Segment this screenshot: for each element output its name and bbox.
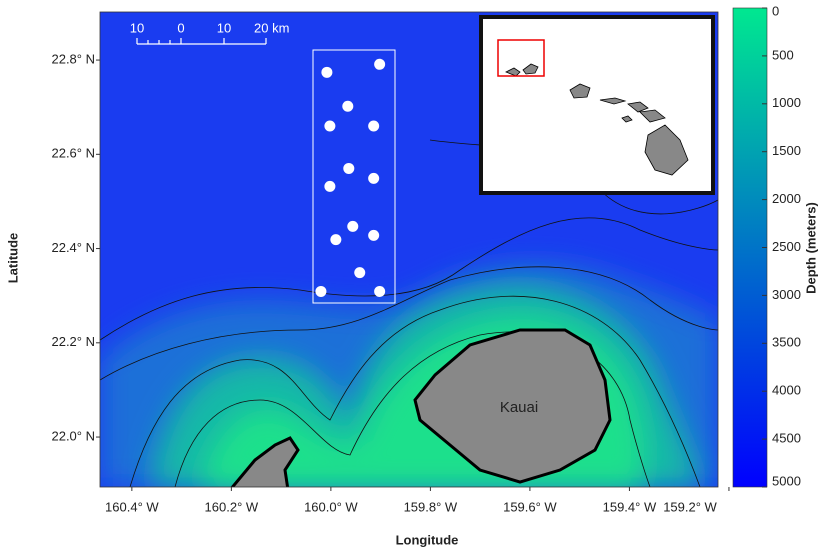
station-point xyxy=(368,229,380,241)
colorbar-tick-label: 3500 xyxy=(772,335,801,350)
colorbar xyxy=(732,7,768,488)
colorbar-tick-label: 2000 xyxy=(772,191,801,206)
colorbar-tick-label: 1000 xyxy=(772,95,801,110)
colorbar-label: Depth (meters) xyxy=(803,202,818,294)
colorbar-tick-label: 500 xyxy=(772,47,794,62)
x-tick-label: 159.8° W xyxy=(404,499,458,514)
x-tick-label: 159.6° W xyxy=(503,499,557,514)
y-tick-label: 22.4° N xyxy=(51,240,95,255)
island-label: Kauai xyxy=(500,399,538,416)
colorbar-tick-label: 5000 xyxy=(772,473,801,488)
colorbar-tick-label: 0 xyxy=(772,3,779,18)
colorbar-tick-label: 4500 xyxy=(772,431,801,446)
y-tick-label: 22.6° N xyxy=(51,146,95,161)
station-point xyxy=(315,285,327,297)
map-frame xyxy=(99,11,719,488)
scale-label: 10 xyxy=(217,20,231,35)
x-tick-label: 160.2° W xyxy=(205,499,259,514)
colorbar-tick-label: 2500 xyxy=(772,239,801,254)
x-tick-label: 160.0° W xyxy=(304,499,358,514)
station-point xyxy=(343,162,355,174)
colorbar-tick-label: 3000 xyxy=(772,287,801,302)
y-tick-label: 22.2° N xyxy=(51,334,95,349)
x-axis-label: Longitude xyxy=(396,532,459,547)
y-tick-label: 22.8° N xyxy=(51,52,95,67)
scale-label: 10 xyxy=(130,20,144,35)
station-point xyxy=(354,267,366,279)
scale-label: 20 km xyxy=(254,20,289,35)
scale-label: 0 xyxy=(177,20,184,35)
station-point xyxy=(324,120,336,132)
station-point xyxy=(374,58,386,70)
y-tick-label: 22.0° N xyxy=(51,428,95,443)
station-point xyxy=(330,234,342,246)
x-tick-label: 159.2° W xyxy=(663,499,717,514)
x-tick-label: 159.4° W xyxy=(603,499,657,514)
study-box xyxy=(312,49,396,304)
station-point xyxy=(324,180,336,192)
map-area: 10 0 10 20 km xyxy=(100,12,718,487)
station-point xyxy=(368,172,380,184)
station-point xyxy=(321,66,333,78)
station-point xyxy=(347,220,359,232)
station-point xyxy=(368,120,380,132)
y-axis-label: Latitude xyxy=(5,233,20,284)
inset-map xyxy=(479,15,715,195)
kauai-island xyxy=(413,328,612,484)
scale-bar xyxy=(136,38,267,45)
x-tick-label: 160.4° W xyxy=(105,499,159,514)
colorbar-tick-label: 1500 xyxy=(772,143,801,158)
colorbar-tick-label: 4000 xyxy=(772,383,801,398)
station-point xyxy=(342,100,354,112)
station-point xyxy=(374,285,386,297)
